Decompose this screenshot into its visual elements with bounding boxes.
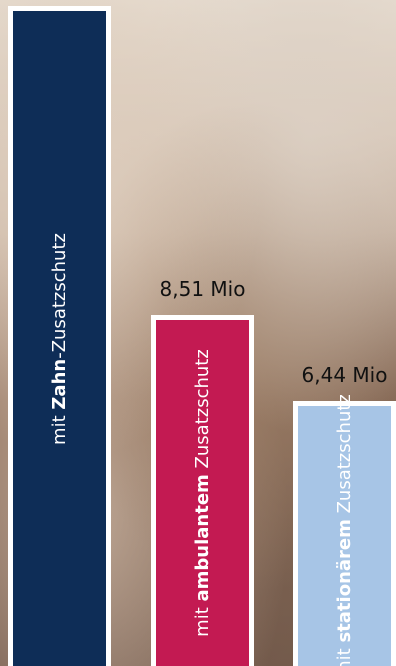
bar: mit stationärem Zusatzschutz: [293, 394, 396, 666]
category-label-prefix: mit: [191, 601, 213, 637]
category-label-keyword: Zahn: [48, 358, 70, 410]
bar: mit Zahn-Zusatzschutz: [8, 6, 111, 666]
category-label: mit Zahn-Zusatzschutz: [48, 232, 70, 445]
category-label-suffix: Zusatzschutz: [333, 394, 355, 520]
category-label-keyword: stationärem: [333, 519, 355, 643]
bar-value-label: 6,44 Mio: [301, 363, 388, 387]
category-label: mit ambulantem Zusatzschutz: [191, 349, 213, 637]
category-label-suffix: Zusatzschutz: [191, 349, 213, 475]
bar: mit ambulantem Zusatzschutz: [151, 315, 254, 666]
category-label: mit stationärem Zusatzschutz: [333, 394, 355, 666]
category-label-prefix: mit: [48, 409, 70, 445]
category-label-suffix: -Zusatzschutz: [48, 232, 70, 359]
bar-value-label: 8,51 Mio: [159, 277, 246, 301]
category-label-prefix: mit: [333, 642, 355, 666]
category-label-keyword: ambulantem: [191, 474, 213, 602]
